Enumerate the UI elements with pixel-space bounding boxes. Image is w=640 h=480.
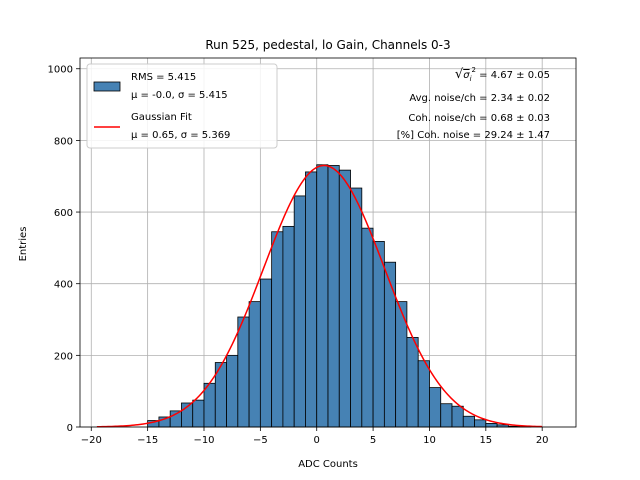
y-tick-label: 0 (67, 423, 73, 434)
histogram-bar (429, 387, 442, 428)
histogram-bar (316, 164, 329, 428)
y-tick-label: 200 (54, 351, 73, 362)
annotation-avg-noise: Avg. noise/ch = 2.34 ± 0.02 (409, 93, 550, 104)
y-tick-label: 1000 (48, 65, 73, 76)
histogram-bar (485, 423, 498, 428)
histogram-bar (282, 225, 295, 428)
x-tick-label: 15 (479, 435, 492, 446)
legend-entry-1-line1: RMS = 5.415 (131, 72, 196, 83)
legend: RMS = 5.415 μ = -0.0, σ = 5.415 Gaussian… (86, 63, 278, 149)
legend-entry-2-line2: μ = 0.65, σ = 5.369 (131, 130, 230, 141)
x-tick-label: 5 (370, 435, 376, 446)
histogram-bar (293, 195, 306, 428)
histogram-bar (271, 231, 284, 428)
histogram-bar (192, 399, 205, 428)
y-axis-label: Entries (18, 227, 29, 262)
plot-frame (79, 57, 577, 428)
legend-patch-histogram (93, 81, 121, 92)
y-tick-label: 600 (54, 208, 73, 219)
x-tick-label: −5 (253, 435, 268, 446)
histogram-bar (305, 171, 318, 428)
histogram-bar (237, 316, 250, 428)
histogram-bar (361, 227, 374, 428)
annotation-coh-noise-percent: [%] Coh. noise = 29.24 ± 1.47 (397, 130, 550, 141)
histogram-bar (350, 187, 363, 428)
histogram-bar (248, 301, 261, 428)
y-tick-label: 400 (54, 280, 73, 291)
histogram-bar (338, 169, 351, 428)
x-tick-label: −15 (137, 435, 158, 446)
histogram-bars (147, 164, 532, 428)
histogram-bar (462, 415, 475, 428)
histogram-bar (203, 382, 216, 428)
histogram-bar (440, 403, 453, 428)
y-tick-label: 800 (54, 136, 73, 147)
histogram-bar (474, 419, 487, 428)
histogram-bar (417, 360, 430, 428)
x-axis-ticks: −20 −15 −10 −5 0 5 10 15 20 (81, 427, 549, 446)
x-tick-label: 0 (314, 435, 320, 446)
histogram-bar (226, 354, 239, 428)
x-tick-label: −10 (193, 435, 214, 446)
annotation-coh-noise: Coh. noise/ch = 0.68 ± 0.03 (408, 113, 550, 124)
histogram-bar (372, 241, 385, 428)
x-tick-label: 20 (536, 435, 549, 446)
histogram-bar (327, 165, 340, 428)
chart-title: Run 525, pedestal, lo Gain, Channels 0-3 (205, 38, 450, 52)
annotation-sqrt-sigma: √σi2 = 4.67 ± 0.05 (455, 66, 550, 83)
histogram-bar (406, 337, 419, 428)
legend-entry-1-line2: μ = -0.0, σ = 5.415 (131, 90, 228, 101)
histogram-bar (259, 278, 273, 428)
legend-entry-2-line1: Gaussian Fit (131, 112, 192, 123)
x-tick-label: 10 (423, 435, 436, 446)
noise-annotations: √σi2 = 4.67 ± 0.05 Avg. noise/ch = 2.34 … (397, 66, 550, 141)
y-axis-ticks: 0 200 400 600 800 1000 (48, 65, 80, 434)
gaussian-fit-curve (96, 164, 543, 428)
x-tick-label: −20 (81, 435, 102, 446)
histogram-bar (451, 405, 464, 428)
legend-box (86, 63, 278, 149)
histogram-bar (383, 261, 397, 428)
x-axis-label: ADC Counts (298, 459, 358, 470)
sqrt-icon: √ (455, 67, 464, 82)
